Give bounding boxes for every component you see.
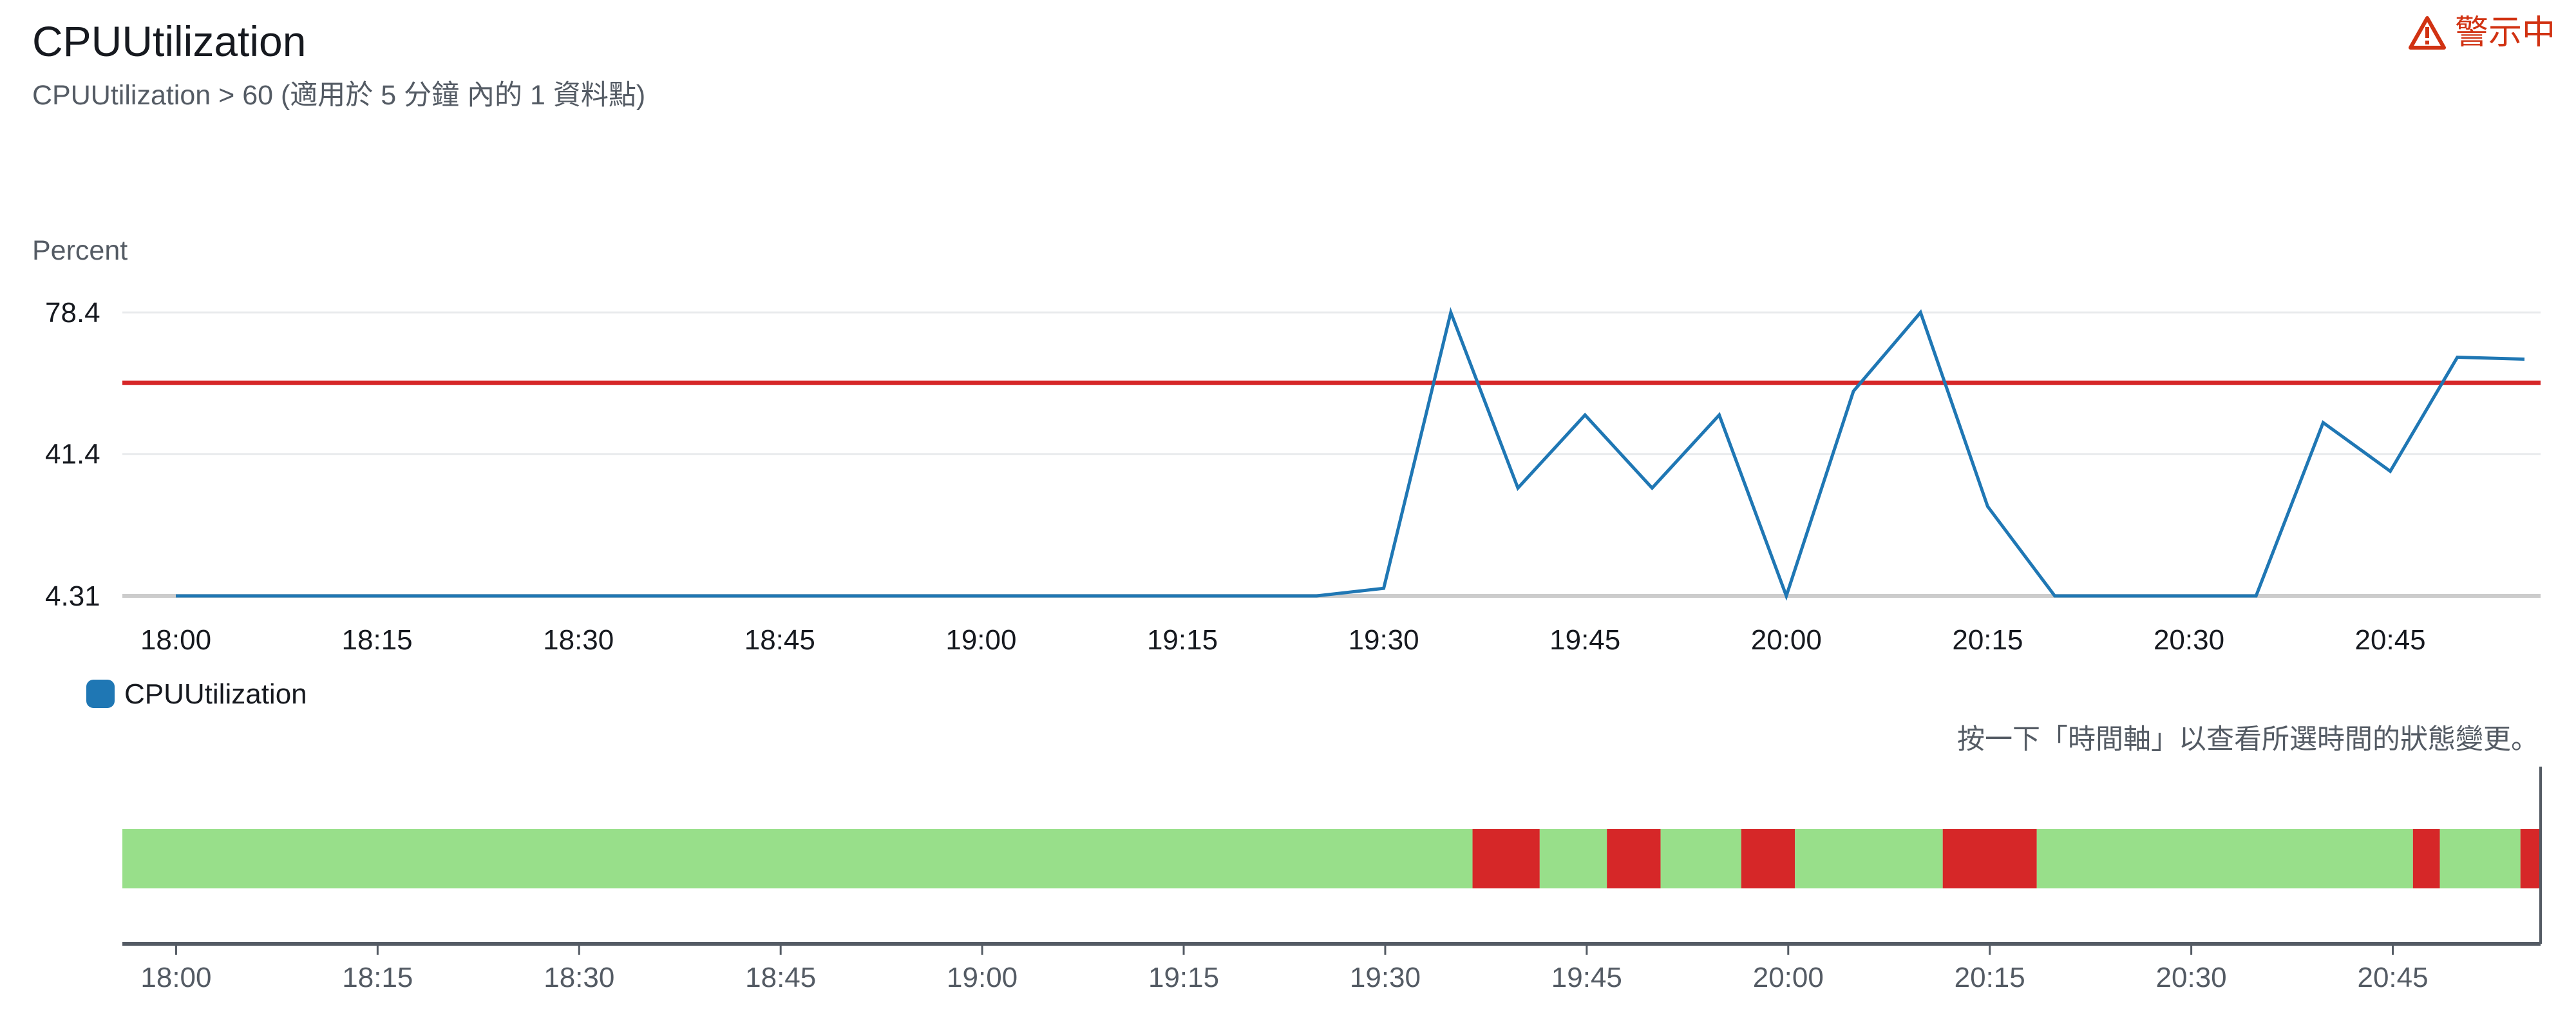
y-axis-label: Percent	[32, 235, 128, 266]
x-tick-label: 19:15	[1147, 624, 1218, 656]
timeline-segment-ok[interactable]	[1795, 829, 1943, 888]
timeline-tick-label: 20:30	[2156, 962, 2227, 993]
timeline-tick-label: 20:45	[2357, 962, 2428, 993]
alarm-state-badge: 警示中	[2408, 10, 2555, 55]
timeline-tick-label: 18:45	[745, 962, 816, 993]
y-tick-label: 41.4	[45, 439, 100, 470]
timeline-segment-ok[interactable]	[122, 829, 1473, 888]
series-line-cpuutilization[interactable]	[176, 307, 2525, 601]
timeline-tick-label: 19:45	[1551, 962, 1622, 993]
timeline-tick-label: 18:30	[544, 962, 614, 993]
x-tick-label: 18:45	[744, 624, 815, 656]
timeline-segment-alarm[interactable]	[2412, 829, 2440, 888]
x-tick-label: 20:45	[2355, 624, 2426, 656]
timeline-tick-label: 18:15	[342, 962, 413, 993]
timeline-segment-alarm[interactable]	[2520, 829, 2541, 888]
x-tick-label: 18:00	[140, 624, 211, 656]
timeline-segment-ok[interactable]	[1539, 829, 1607, 888]
timeline-tick-label: 20:00	[1753, 962, 1824, 993]
timeline-tick-label: 19:00	[947, 962, 1018, 993]
warning-triangle-icon	[2408, 15, 2446, 50]
timeline-tick-label: 18:00	[140, 962, 211, 993]
timeline-segment-ok[interactable]	[2036, 829, 2413, 888]
timeline-segment-ok[interactable]	[1660, 829, 1741, 888]
x-tick-label: 18:15	[342, 624, 413, 656]
timeline-tick-label: 20:15	[1955, 962, 2025, 993]
timeline-segment-alarm[interactable]	[1607, 829, 1661, 888]
timeline-segment-ok[interactable]	[2439, 829, 2521, 888]
timeline-segment-alarm[interactable]	[1472, 829, 1540, 888]
alarm-state-label: 警示中	[2454, 14, 2555, 52]
timeline-hint: 按一下「時間軸」以查看所選時間的狀態變更。	[1957, 724, 2539, 755]
x-tick-label: 20:30	[2154, 624, 2224, 656]
y-tick-label: 4.31	[45, 580, 100, 612]
alarm-condition-subtitle: CPUUtilization > 60 (適用於 5 分鐘 內的 1 資料點)	[32, 80, 646, 111]
timeline-tick-label: 19:15	[1148, 962, 1219, 993]
legend-swatch-cpuutilization[interactable]	[86, 680, 115, 708]
timeline-tick-label: 19:30	[1350, 962, 1421, 993]
legend-label[interactable]: CPUUtilization	[124, 678, 307, 710]
x-tick-label: 19:00	[945, 624, 1016, 656]
x-tick-label: 19:30	[1349, 624, 1419, 656]
x-tick-label: 20:00	[1751, 624, 1822, 656]
chart-title: CPUUtilization	[32, 17, 307, 65]
timeline-segment-alarm[interactable]	[1942, 829, 2037, 888]
x-tick-label: 18:30	[543, 624, 614, 656]
x-tick-label: 20:15	[1952, 624, 2023, 656]
timeline-segment-alarm[interactable]	[1741, 829, 1795, 888]
x-tick-label: 19:45	[1549, 624, 1620, 656]
y-tick-label: 78.4	[45, 297, 100, 329]
